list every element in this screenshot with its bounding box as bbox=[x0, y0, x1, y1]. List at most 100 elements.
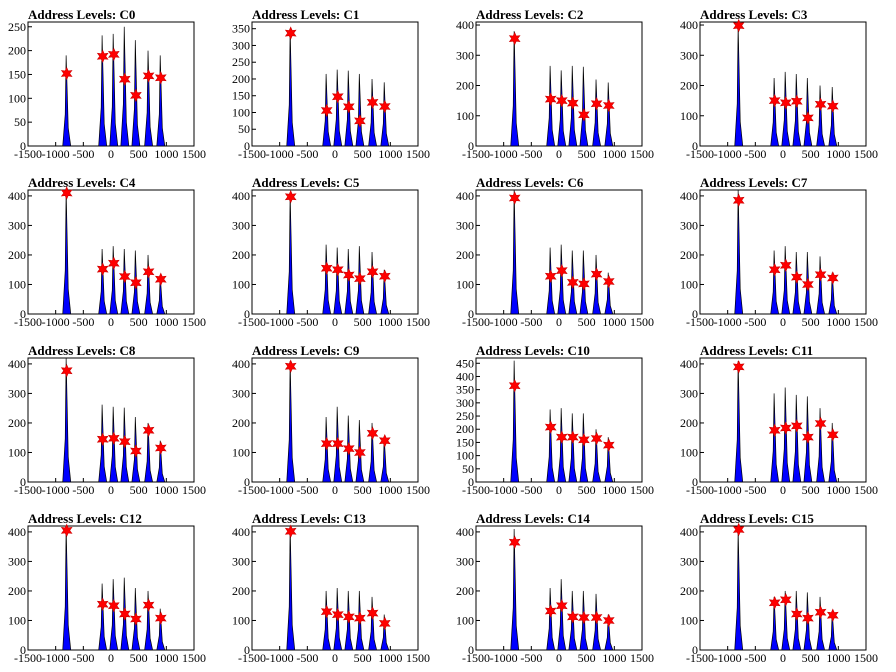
peak-marker bbox=[779, 421, 792, 435]
peak-marker bbox=[378, 433, 391, 448]
x-tick-label: 0 bbox=[780, 483, 786, 497]
peak-marker bbox=[331, 607, 344, 622]
peak-marker bbox=[284, 26, 297, 40]
chart-title: Address Levels: C0 bbox=[28, 7, 135, 22]
histogram-peak bbox=[510, 31, 520, 147]
x-tick-label: -500 bbox=[296, 147, 318, 161]
y-tick-label: 300 bbox=[232, 218, 250, 232]
x-tick-label: 500 bbox=[130, 483, 148, 497]
histogram-peak bbox=[579, 413, 589, 483]
y-tick-label: 100 bbox=[456, 613, 474, 627]
peak-marker bbox=[366, 606, 379, 620]
chart-panel: Address Levels: C10050100150200250300350… bbox=[456, 343, 654, 497]
peak-marker bbox=[366, 426, 379, 441]
histogram-peak bbox=[355, 73, 365, 147]
x-tick-label: -1500 bbox=[14, 483, 42, 497]
y-tick-label: 0 bbox=[20, 475, 26, 489]
histogram-peak bbox=[592, 429, 602, 483]
histogram-peak bbox=[510, 189, 520, 315]
peak-marker bbox=[732, 360, 745, 374]
peak-marker bbox=[814, 605, 827, 619]
peak-marker bbox=[790, 419, 803, 433]
x-tick-label: 1500 bbox=[854, 651, 878, 665]
histogram-peak bbox=[98, 583, 108, 651]
histogram-peak bbox=[592, 254, 602, 315]
x-tick-label: -500 bbox=[72, 147, 94, 161]
y-tick-label: 100 bbox=[680, 277, 698, 291]
histogram-peak bbox=[604, 272, 614, 315]
histogram-peak bbox=[156, 440, 166, 483]
y-tick-label: 200 bbox=[8, 248, 26, 262]
chart-title: Address Levels: C15 bbox=[700, 511, 814, 526]
x-tick-label: 1000 bbox=[378, 315, 402, 329]
y-tick-label: 100 bbox=[680, 445, 698, 459]
x-tick-label: -500 bbox=[296, 483, 318, 497]
histogram-peak bbox=[380, 269, 390, 315]
x-tick-label: 0 bbox=[332, 483, 338, 497]
plot-frame bbox=[475, 21, 643, 147]
peak-marker bbox=[154, 272, 167, 286]
x-tick-label: -500 bbox=[744, 483, 766, 497]
y-tick-label: 200 bbox=[456, 248, 474, 262]
x-tick-label: -1000 bbox=[490, 651, 518, 665]
histogram-peak bbox=[510, 360, 520, 483]
peak-marker bbox=[566, 96, 579, 110]
histogram-peak bbox=[734, 25, 744, 147]
histogram-peak bbox=[144, 254, 154, 315]
histogram-peak bbox=[368, 422, 378, 483]
peak-marker bbox=[107, 598, 120, 613]
peak-marker bbox=[154, 611, 167, 625]
y-tick-label: 400 bbox=[680, 18, 698, 32]
peak-marker bbox=[508, 31, 521, 46]
peak-marker bbox=[130, 444, 142, 458]
histogram-peak bbox=[770, 77, 780, 147]
x-tick-label: -500 bbox=[520, 147, 542, 161]
x-tick-label: -1500 bbox=[238, 315, 266, 329]
peak-marker bbox=[60, 66, 73, 81]
y-tick-label: 300 bbox=[456, 218, 474, 232]
x-tick-label: 500 bbox=[354, 147, 372, 161]
peak-marker bbox=[555, 598, 568, 613]
peak-marker bbox=[544, 92, 557, 106]
peak-marker bbox=[96, 49, 109, 64]
plot-frame bbox=[251, 525, 419, 651]
peak-marker bbox=[366, 265, 379, 279]
peak-marker bbox=[779, 593, 792, 607]
y-tick-label: 0 bbox=[692, 643, 698, 657]
chart-panel: Address Levels: C13 0 100 200 300 400 -1500 -10… bbox=[232, 511, 430, 665]
peak-marker bbox=[590, 610, 603, 625]
y-tick-label: 300 bbox=[680, 554, 698, 568]
x-tick-label: -1500 bbox=[238, 483, 266, 497]
plot-frame bbox=[251, 21, 419, 147]
peak-marker bbox=[331, 89, 344, 104]
histogram-peak bbox=[604, 437, 614, 483]
y-tick-label: 300 bbox=[680, 218, 698, 232]
peak-marker bbox=[578, 610, 590, 625]
peak-marker bbox=[814, 267, 827, 282]
histogram-peak bbox=[604, 614, 614, 651]
x-tick-label: -1500 bbox=[238, 147, 266, 161]
y-tick-label: 300 bbox=[8, 386, 26, 400]
x-tick-label: -1500 bbox=[14, 651, 42, 665]
histogram-peak bbox=[734, 360, 744, 483]
chart-panel: Address Levels: C15 0 100 200 300 400 -1500 -10… bbox=[680, 511, 878, 665]
y-tick-label: 0 bbox=[468, 643, 474, 657]
x-tick-label: -500 bbox=[520, 315, 542, 329]
histogram-peak bbox=[828, 611, 838, 651]
y-tick-label: 0 bbox=[20, 139, 26, 153]
peak-marker bbox=[790, 607, 803, 621]
x-tick-label: -1000 bbox=[42, 147, 70, 161]
y-tick-label: 350 bbox=[456, 383, 474, 397]
y-tick-label: 100 bbox=[232, 613, 250, 627]
x-tick-label: 1000 bbox=[602, 147, 626, 161]
x-tick-label: 1000 bbox=[602, 315, 626, 329]
x-tick-label: -1500 bbox=[462, 315, 490, 329]
y-tick-label: 200 bbox=[232, 72, 250, 86]
peak-marker bbox=[555, 430, 568, 444]
peak-marker bbox=[790, 270, 803, 284]
x-tick-label: -1000 bbox=[266, 147, 294, 161]
y-tick-label: 200 bbox=[456, 584, 474, 598]
peak-marker bbox=[768, 262, 781, 277]
peak-marker bbox=[544, 420, 557, 434]
histogram-peak bbox=[816, 596, 826, 651]
